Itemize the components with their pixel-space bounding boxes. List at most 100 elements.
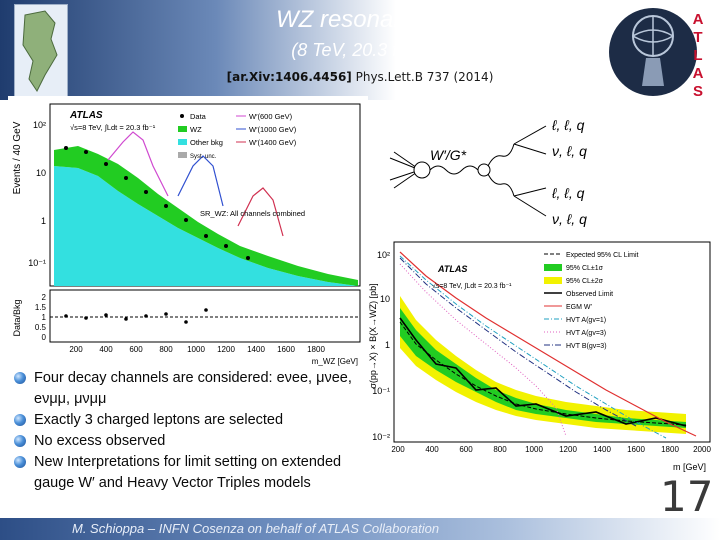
atlas-logo-letter: A bbox=[693, 11, 704, 28]
right-plot-xtick: 1800 bbox=[661, 445, 679, 454]
legend-entry: W′(600 GeV) bbox=[249, 112, 293, 121]
bullet-item: No excess observed bbox=[14, 431, 364, 452]
slide-title: WZ resonances bbox=[275, 6, 445, 33]
right-plot-ytick: 10⁻² bbox=[372, 432, 390, 442]
right-plot-ylabel: σ(pp→X) × B(X→WZ) [pb] bbox=[368, 283, 378, 388]
ratio-tick: 2 bbox=[42, 293, 47, 302]
atlas-logo-letter: L bbox=[693, 47, 702, 64]
bullet-text: Exactly 3 charged leptons are selected bbox=[34, 412, 284, 428]
bullet-item: Exactly 3 charged leptons are selected bbox=[14, 410, 364, 431]
wprime-1000-curve bbox=[177, 155, 224, 207]
left-plot-ytick: 1 bbox=[41, 216, 46, 226]
hvt-b3-line bbox=[399, 257, 637, 427]
bullet-text: New Interpretations for limit setting on… bbox=[34, 454, 342, 491]
right-plot-xtick: 1200 bbox=[559, 445, 577, 454]
left-plot-ytick: 10² bbox=[33, 120, 46, 130]
wprime-600-curve bbox=[107, 131, 169, 197]
left-plot-xtick: 1200 bbox=[217, 345, 235, 354]
mass-distribution-plot: Events / 40 GeV 10² 10 1 10⁻¹ ATLAS √s=8… bbox=[8, 96, 368, 366]
ratio-tick: 1.5 bbox=[35, 303, 47, 312]
top-decay-label-1: ℓ, ℓ, q bbox=[551, 117, 585, 133]
bullet-icon bbox=[14, 435, 26, 447]
right-plot-legend: Expected 95% CL Limit 95% CL±1σ 95% CL±2… bbox=[544, 252, 639, 350]
left-plot-ytick: 10⁻¹ bbox=[28, 258, 46, 268]
right-plot-xtick: 200 bbox=[391, 445, 405, 454]
left-plot-xtick: 1000 bbox=[187, 345, 205, 354]
right-plot-ytick: 10⁻¹ bbox=[372, 386, 390, 396]
right-plot-atlas-label: ATLAS bbox=[437, 264, 467, 274]
right-plot-ytick: 10² bbox=[377, 250, 390, 260]
left-plot-xticks: 200 400 600 800 1000 1200 1400 1600 1800 bbox=[69, 345, 325, 354]
feynman-diagram: W′/G* ℓ, ℓ, q ν, ℓ, q ℓ, ℓ, q ν, ℓ, q bbox=[380, 108, 610, 232]
right-plot-xtick: 600 bbox=[459, 445, 473, 454]
legend-entry: HVT B(gv=3) bbox=[566, 343, 607, 350]
right-plot-xtick: 2000 bbox=[693, 445, 711, 454]
left-plot-xtick: 1800 bbox=[307, 345, 325, 354]
legend-entry: W′(1000 GeV) bbox=[249, 125, 297, 134]
bullet-icon bbox=[14, 456, 26, 468]
legend-entry: Data bbox=[190, 112, 207, 121]
cross-section-limit-plot: σ(pp→X) × B(X→WZ) [pb] 10² 10 1 10⁻¹ 10⁻… bbox=[366, 236, 718, 476]
right-plot-ytick: 1 bbox=[385, 340, 390, 350]
other-bkg-stack bbox=[54, 166, 358, 286]
journal-ref: Phys.Lett.B 737 (2014) bbox=[351, 70, 494, 84]
page-number: 17 bbox=[660, 472, 714, 521]
right-plot-xlabel: m [GeV] bbox=[673, 462, 706, 472]
legend-entry: WZ bbox=[190, 125, 202, 134]
left-plot-xtick: 200 bbox=[69, 345, 83, 354]
right-plot-xtick: 1000 bbox=[525, 445, 543, 454]
right-plot-energy: √s=8 TeV, ∫Ldt = 20.3 fb⁻¹ bbox=[432, 282, 512, 290]
left-plot-xtick: 400 bbox=[99, 345, 113, 354]
bullet-icon bbox=[14, 372, 26, 384]
atlas-logo-letter: S bbox=[693, 83, 703, 100]
egm-wprime-line bbox=[399, 251, 697, 437]
left-plot-atlas-label: ATLAS bbox=[69, 110, 103, 121]
ratio-ylabel: Data/Bkg bbox=[12, 299, 22, 336]
hvt-a3-line bbox=[399, 263, 567, 437]
bullet-text: Four decay channels are considered: eνee… bbox=[34, 370, 352, 407]
band-2sigma bbox=[400, 296, 686, 434]
bullet-icon bbox=[14, 414, 26, 426]
left-plot-xlabel: m_WZ [GeV] bbox=[312, 357, 358, 366]
bullet-item: New Interpretations for limit setting on… bbox=[14, 452, 364, 494]
right-plot-xticks: 200 400 600 800 1000 1200 1400 1600 1800… bbox=[391, 445, 711, 454]
wz-stack bbox=[54, 146, 358, 286]
left-plot-xtick: 1600 bbox=[277, 345, 295, 354]
ratio-points bbox=[64, 308, 208, 324]
legend-entry: Observed Limit bbox=[566, 291, 613, 298]
left-plot-legend: Data WZ Other bkg Syst. unc. W′(600 GeV)… bbox=[178, 112, 297, 160]
legend-entry: 95% CL±2σ bbox=[566, 278, 604, 285]
legend-entry: HVT A(gv=1) bbox=[566, 317, 606, 324]
atlas-logo: A T L A S bbox=[608, 2, 708, 102]
paper-reference[interactable]: [ar.Xiv:1406.4456] Phys.Lett.B 737 (2014… bbox=[150, 70, 570, 84]
left-plot-energy: √s=8 TeV, ∫Ldt = 20.3 fb⁻¹ bbox=[70, 123, 156, 132]
left-plot-xtick: 1400 bbox=[247, 345, 265, 354]
legend-entry: W′(1400 GeV) bbox=[249, 138, 297, 147]
university-map-logo bbox=[14, 4, 68, 98]
bullet-item: Four decay channels are considered: eνee… bbox=[14, 368, 364, 410]
legend-entry: HVT A(gv=3) bbox=[566, 330, 606, 337]
bottom-decay-label-1: ℓ, ℓ, q bbox=[551, 185, 585, 201]
top-decay-label-2: ν, ℓ, q bbox=[552, 143, 587, 159]
legend-entry: Syst. unc. bbox=[190, 154, 217, 160]
ratio-tick: 0.5 bbox=[35, 323, 47, 332]
slide-subtitle: (8 TeV, 20.3 fb⁻¹) bbox=[291, 40, 429, 60]
data-points bbox=[64, 146, 250, 260]
footer-text: M. Schioppa – INFN Cosenza on behalf of … bbox=[72, 521, 440, 536]
hvt-a1-line bbox=[399, 255, 667, 439]
arxiv-id[interactable]: [ar.Xiv:1406.4456] bbox=[226, 70, 352, 84]
observed-limit-line bbox=[399, 317, 687, 427]
right-plot-xtick: 1600 bbox=[627, 445, 645, 454]
legend-entry: Other bkg bbox=[190, 138, 223, 147]
legend-entry: 95% CL±1σ bbox=[566, 265, 604, 272]
right-plot-ytick: 10 bbox=[380, 294, 390, 304]
legend-entry: EGM W′ bbox=[566, 304, 592, 311]
slide-footer: M. Schioppa – INFN Cosenza on behalf of … bbox=[0, 518, 720, 540]
right-plot-xtick: 400 bbox=[425, 445, 439, 454]
left-plot-channels: SR_WZ: All channels combined bbox=[200, 209, 305, 218]
ratio-tick: 1 bbox=[42, 313, 47, 322]
right-plot-xtick: 800 bbox=[493, 445, 507, 454]
atlas-logo-letter: T bbox=[693, 29, 702, 46]
bullet-list: Four decay channels are considered: eνee… bbox=[14, 368, 364, 494]
legend-entry: Expected 95% CL Limit bbox=[566, 252, 639, 259]
